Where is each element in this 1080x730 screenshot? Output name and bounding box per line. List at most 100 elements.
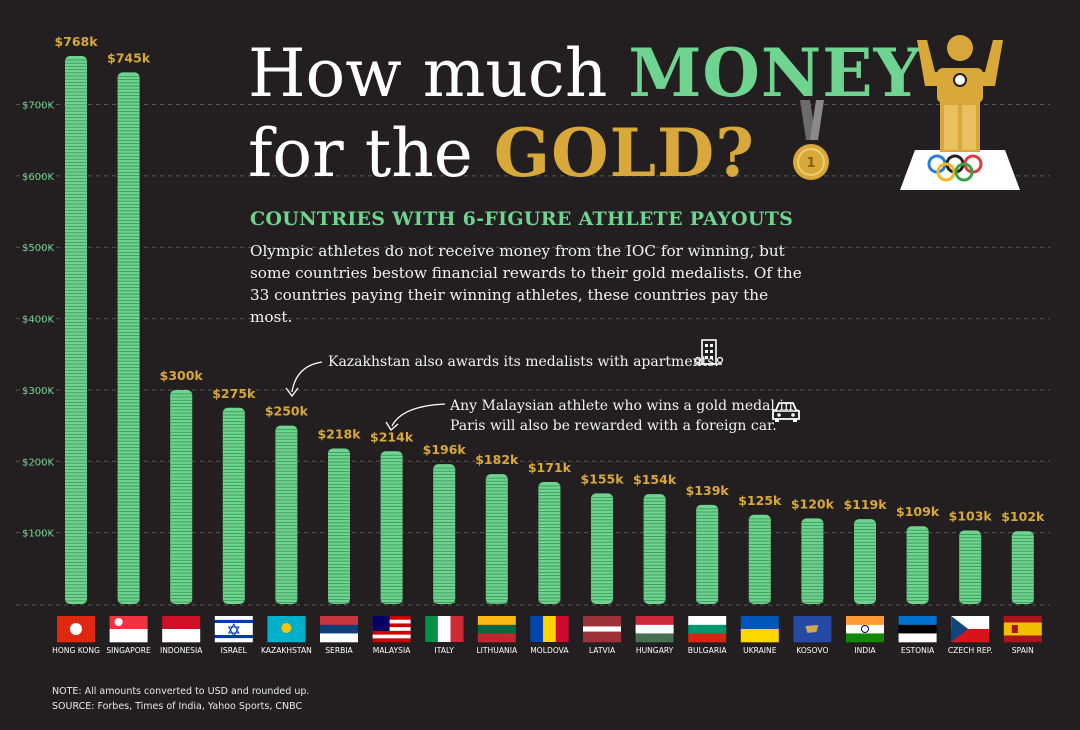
description: Olympic athletes do not receive money fr… bbox=[250, 242, 802, 326]
x-category-label: HUNGARY bbox=[636, 646, 674, 655]
bar-kazakhstan bbox=[275, 425, 298, 604]
bar bbox=[959, 530, 982, 604]
apartment-building-icon bbox=[694, 339, 724, 365]
value-label: $109k bbox=[896, 504, 940, 519]
title-gold: GOLD? bbox=[493, 114, 755, 192]
bar-israel bbox=[222, 407, 245, 604]
value-label: $154k bbox=[633, 472, 677, 487]
coin-stack-lines bbox=[643, 497, 666, 601]
coin-stack-lines bbox=[65, 59, 87, 602]
y-tick-label: $700K bbox=[22, 101, 54, 112]
value-label: $119k bbox=[843, 497, 887, 512]
value-label: $139k bbox=[686, 483, 730, 498]
coin-stack-lines bbox=[959, 534, 982, 603]
x-category-label: INDIA bbox=[854, 646, 876, 655]
x-category-label: ISRAEL bbox=[221, 646, 248, 655]
subtitle: COUNTRIES WITH 6-FIGURE ATHLETE PAYOUTS bbox=[250, 208, 794, 230]
value-label: $768k bbox=[54, 34, 98, 49]
annotation-arrow-kazakhstan bbox=[291, 361, 323, 393]
value-label: $250k bbox=[265, 404, 309, 419]
footer-source: SOURCE: Forbes, Times of India, Yahoo Sp… bbox=[52, 701, 303, 712]
flag-icon bbox=[320, 616, 358, 643]
x-category-label: MALAYSIA bbox=[373, 646, 411, 655]
bar-latvia bbox=[591, 493, 613, 604]
flag-icon bbox=[57, 616, 95, 643]
annotation-arrowhead bbox=[285, 387, 299, 398]
value-label: $218k bbox=[317, 426, 361, 441]
coin-stack-lines bbox=[1011, 534, 1034, 603]
title-money: MONEY bbox=[628, 34, 922, 112]
bar bbox=[748, 514, 771, 604]
coin-stack-lines bbox=[854, 522, 876, 601]
value-label: $125k bbox=[738, 493, 782, 508]
coin-stack-lines bbox=[275, 429, 298, 603]
x-category-label: HONG KONG bbox=[52, 646, 100, 655]
x-category-label: BULGARIA bbox=[688, 646, 728, 655]
bar-czech-rep bbox=[959, 530, 982, 604]
coin-stack-lines bbox=[222, 411, 245, 602]
flag-icon bbox=[162, 616, 201, 643]
flag-icon bbox=[1003, 616, 1042, 643]
value-label: $120k bbox=[791, 496, 835, 511]
x-category-label: LITHUANIA bbox=[476, 646, 517, 655]
car-icon bbox=[772, 402, 800, 422]
coin-stack-lines bbox=[117, 75, 140, 602]
annotation-malaysia: Any Malaysian athlete who wins a gold me… bbox=[450, 398, 793, 434]
bar-lithuania bbox=[485, 474, 508, 604]
bar-ukraine bbox=[748, 514, 771, 604]
x-category-label: SINGAPORE bbox=[106, 646, 151, 655]
bar-italy bbox=[433, 464, 456, 604]
annotation-arrow-malaysia bbox=[391, 403, 446, 427]
flag-icon bbox=[951, 616, 990, 643]
flag-icon bbox=[583, 616, 621, 643]
value-label: $155k bbox=[580, 471, 624, 486]
bar-estonia bbox=[906, 526, 929, 604]
svg-text:1: 1 bbox=[806, 156, 815, 171]
flag-icon bbox=[477, 616, 516, 643]
coin-stack-lines bbox=[748, 518, 771, 603]
y-tick-label: $300K bbox=[22, 386, 54, 397]
flag-icon bbox=[898, 616, 937, 643]
flag-icon bbox=[740, 616, 779, 643]
flag-icon bbox=[688, 616, 727, 643]
coin-stack-lines bbox=[328, 451, 350, 604]
bar-kosovo bbox=[801, 518, 824, 604]
bar bbox=[65, 56, 87, 604]
coin-stack-lines bbox=[906, 529, 929, 602]
x-category-label: ITALY bbox=[435, 646, 455, 655]
bar-serbia bbox=[328, 448, 350, 604]
bar bbox=[275, 425, 298, 604]
coin-stack-lines bbox=[801, 521, 824, 603]
bar-india bbox=[854, 519, 876, 604]
bar-hong-kong bbox=[65, 56, 87, 604]
annotation-kazakhstan: Kazakhstan also awards its medalists wit… bbox=[328, 354, 719, 370]
footer-note: NOTE: All amounts converted to USD and r… bbox=[52, 686, 310, 697]
bar-bulgaria bbox=[696, 504, 719, 604]
coin-stack-lines bbox=[538, 485, 561, 602]
coin-stack-lines bbox=[696, 508, 719, 603]
flag-icon bbox=[530, 616, 569, 642]
y-tick-label: $600K bbox=[22, 172, 54, 183]
flag-icon bbox=[793, 616, 832, 643]
value-label: $182k bbox=[475, 452, 519, 467]
coin-stack-lines bbox=[433, 467, 456, 603]
flag-icon bbox=[267, 616, 306, 643]
y-tick-label: $500K bbox=[22, 243, 54, 254]
coin-stack-lines bbox=[170, 393, 193, 603]
annotation-arrowhead bbox=[385, 421, 399, 431]
bar-malaysia bbox=[380, 451, 403, 604]
value-label: $171k bbox=[528, 460, 572, 475]
bar-singapore bbox=[117, 72, 140, 605]
bar-spain bbox=[1011, 531, 1034, 604]
value-label: $300k bbox=[160, 368, 204, 383]
value-label: $275k bbox=[212, 386, 256, 401]
x-category-label: MOLDOVA bbox=[530, 646, 569, 655]
gold-medal-icon: 1 bbox=[793, 100, 829, 180]
y-tick-label: $100K bbox=[22, 529, 54, 540]
bar bbox=[380, 451, 403, 604]
y-tick-label: $400K bbox=[22, 315, 54, 326]
flag-icon bbox=[214, 616, 253, 643]
x-category-label: INDONESIA bbox=[160, 646, 203, 655]
bar bbox=[538, 481, 561, 604]
